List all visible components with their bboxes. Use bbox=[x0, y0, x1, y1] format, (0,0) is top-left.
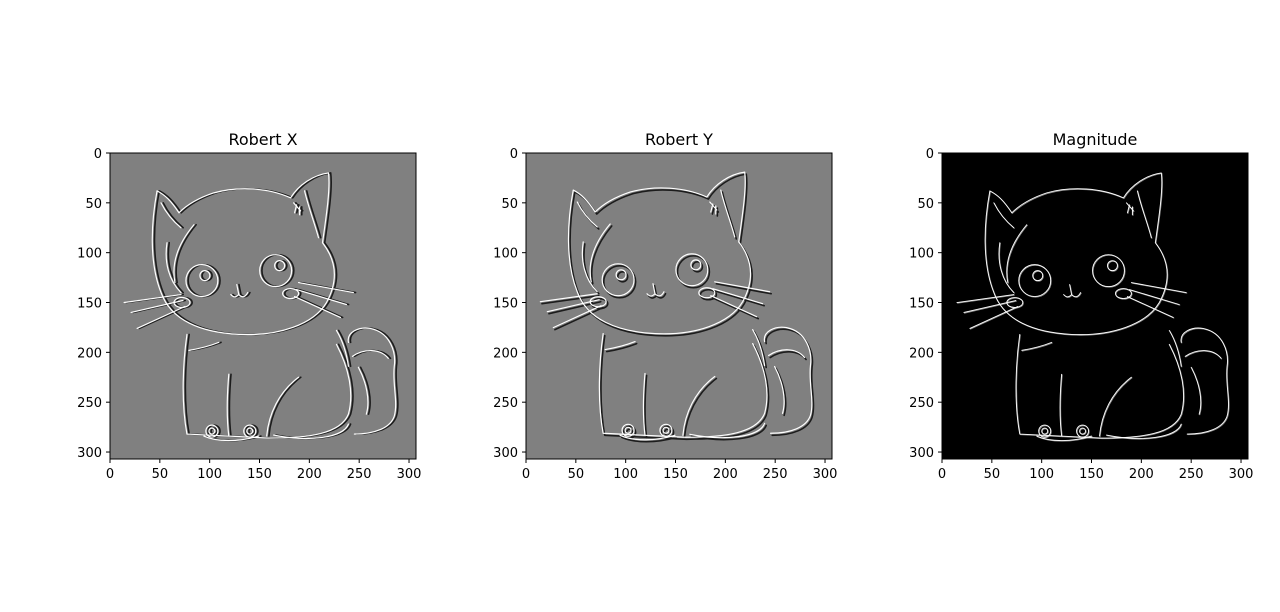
y-tick-label: 200 bbox=[493, 346, 518, 361]
y-tick-label: 250 bbox=[909, 396, 934, 411]
panel-2: Robert Y 0 50 100 150 200 250 300 0 50 100 150 200 25… bbox=[493, 130, 837, 482]
axes-frame bbox=[941, 152, 1249, 460]
y-tick-label: 50 bbox=[917, 197, 934, 212]
y-tick-label: 150 bbox=[493, 297, 518, 312]
x-tick-label: 50 bbox=[152, 467, 169, 482]
y-tick-label: 250 bbox=[77, 396, 102, 411]
y-tick-label: 200 bbox=[909, 346, 934, 361]
y-tick-label: 50 bbox=[85, 197, 102, 212]
x-tick-label: 150 bbox=[663, 467, 688, 482]
x-tick-label: 100 bbox=[613, 467, 638, 482]
y-tick-label: 300 bbox=[77, 446, 102, 461]
x-tick-label: 50 bbox=[568, 467, 585, 482]
y-tick-label: 100 bbox=[493, 247, 518, 262]
x-tick-label: 0 bbox=[522, 467, 530, 482]
y-tick-label: 100 bbox=[909, 247, 934, 262]
y-tick-label: 0 bbox=[510, 147, 518, 162]
image-background bbox=[526, 153, 832, 459]
x-tick-label: 100 bbox=[197, 467, 222, 482]
y-tick-label: 0 bbox=[926, 147, 934, 162]
axes-frame bbox=[109, 152, 417, 460]
x-tick-label: 200 bbox=[1129, 467, 1154, 482]
y-tick-label: 300 bbox=[493, 446, 518, 461]
x-tick-label: 250 bbox=[1179, 467, 1204, 482]
panel-title: Magnitude bbox=[1053, 130, 1138, 149]
y-tick-label: 50 bbox=[501, 197, 518, 212]
y-tick-label: 300 bbox=[909, 446, 934, 461]
y-tick-label: 100 bbox=[77, 247, 102, 262]
y-tick-label: 150 bbox=[909, 297, 934, 312]
x-tick-label: 100 bbox=[1029, 467, 1054, 482]
panel-1: Robert X 0 50 100 150 200 250 300 0 50 100 150 200 25… bbox=[77, 130, 421, 482]
x-tick-label: 50 bbox=[984, 467, 1001, 482]
panel-title: Robert X bbox=[228, 130, 297, 149]
y-tick-label: 200 bbox=[77, 346, 102, 361]
x-tick-label: 200 bbox=[297, 467, 322, 482]
x-tick-label: 300 bbox=[397, 467, 422, 482]
x-tick-label: 150 bbox=[1079, 467, 1104, 482]
x-tick-label: 0 bbox=[938, 467, 946, 482]
x-tick-label: 300 bbox=[813, 467, 838, 482]
y-tick-label: 0 bbox=[94, 147, 102, 162]
x-tick-label: 150 bbox=[247, 467, 272, 482]
x-tick-label: 250 bbox=[347, 467, 372, 482]
y-tick-label: 250 bbox=[493, 396, 518, 411]
x-tick-label: 200 bbox=[713, 467, 738, 482]
panel-title: Robert Y bbox=[645, 130, 713, 149]
x-tick-label: 250 bbox=[763, 467, 788, 482]
axes-frame bbox=[525, 152, 833, 460]
x-tick-label: 0 bbox=[106, 467, 114, 482]
panel-3: Magnitude 0 50 100 150 200 250 300 0 50 100 150 200 2… bbox=[909, 130, 1253, 482]
image-background bbox=[942, 153, 1248, 459]
y-tick-label: 150 bbox=[77, 297, 102, 312]
x-tick-label: 300 bbox=[1229, 467, 1254, 482]
